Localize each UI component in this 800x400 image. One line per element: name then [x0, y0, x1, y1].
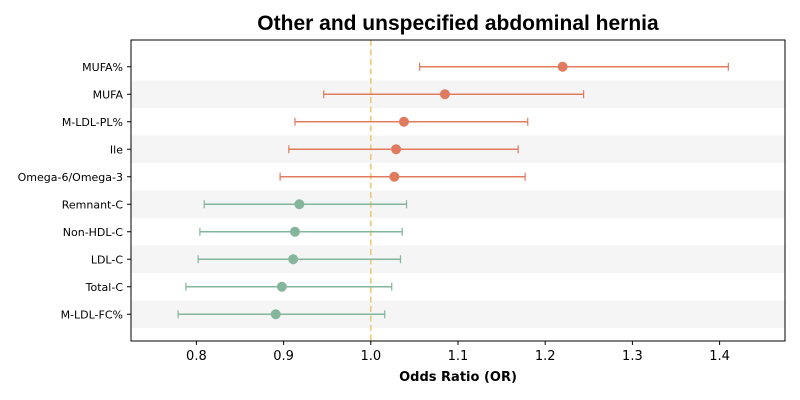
- point-estimate: [439, 89, 450, 100]
- x-tick-label: 1.1: [448, 349, 469, 364]
- x-tick-label: 1.3: [622, 349, 643, 364]
- estimate-row: [185, 281, 393, 292]
- x-tick-label: 0.8: [186, 349, 207, 364]
- y-tick-label: M-LDL-FC%: [61, 308, 123, 321]
- point-estimate: [557, 61, 568, 72]
- x-tick-label: 1.4: [709, 349, 730, 364]
- estimate-row: [199, 226, 403, 237]
- estimate-row: [177, 309, 386, 320]
- point-estimate: [294, 199, 305, 210]
- estimate-row: [323, 89, 585, 100]
- y-tick-label: MUFA%: [82, 61, 123, 74]
- estimate-row: [288, 144, 519, 155]
- y-tick-label: Non-HDL-C: [63, 226, 124, 239]
- estimate-row: [279, 171, 526, 182]
- point-estimate: [270, 309, 281, 320]
- plot-marks: [177, 61, 729, 320]
- chart-title: Other and unspecified abdominal hernia: [257, 12, 659, 35]
- point-estimate: [398, 116, 409, 127]
- point-estimate: [389, 171, 400, 182]
- point-estimate: [288, 254, 299, 265]
- x-tick-label: 1.0: [360, 349, 381, 364]
- y-tick-label: Ile: [110, 143, 123, 156]
- point-estimate: [391, 144, 402, 155]
- x-tick-label: 1.2: [535, 349, 556, 364]
- y-tick-label: LDL-C: [91, 253, 124, 266]
- point-estimate: [289, 226, 300, 237]
- x-axis: 0.8 0.9 1.0 1.1 1.2 1.3 1.4: [186, 341, 730, 364]
- estimate-row: [197, 254, 402, 265]
- y-tick-label: Remnant-C: [62, 198, 124, 211]
- x-tick-label: 0.9: [273, 349, 294, 364]
- estimate-row: [419, 61, 729, 72]
- x-axis-label: Odds Ratio (OR): [399, 370, 517, 385]
- y-tick-label: Total-C: [85, 281, 124, 294]
- y-axis: MUFA% MUFA M-LDL-PL% Ile Omega-6/Omega-3 Remn…: [18, 61, 131, 321]
- y-tick-label: Omega-6/Omega-3: [18, 171, 123, 184]
- y-tick-label: MUFA: [93, 88, 124, 101]
- y-tick-label: M-LDL-PL%: [62, 116, 123, 129]
- estimate-row: [203, 199, 408, 210]
- estimate-row: [294, 116, 529, 127]
- point-estimate: [276, 281, 287, 292]
